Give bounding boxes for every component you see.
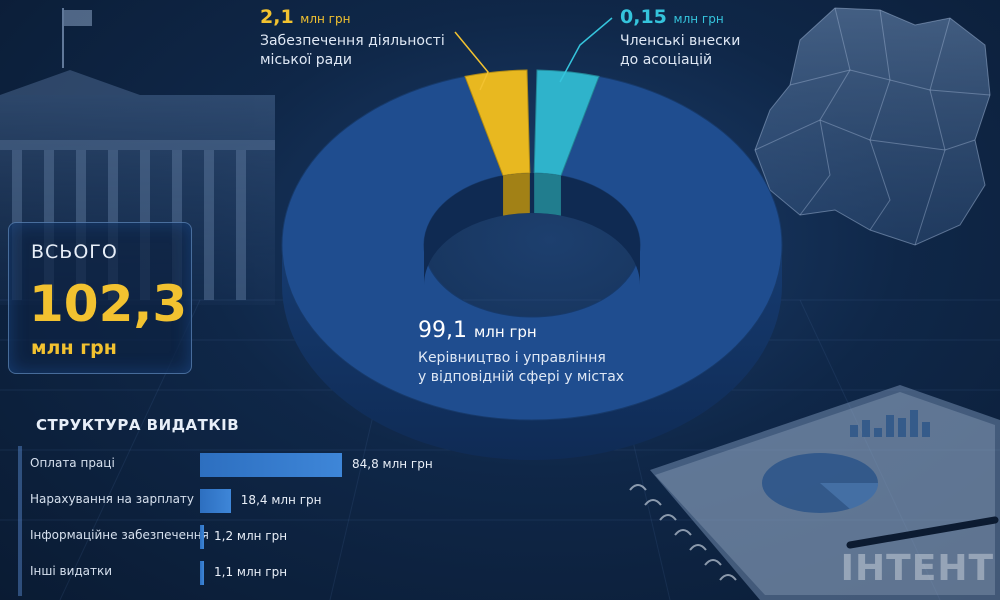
callout-cyan-line-1: Членські внески [620, 33, 741, 49]
main-slice-line-1: Керівництво і управління [418, 350, 606, 366]
leader-line-cyan [559, 17, 613, 83]
callout-yellow-label: Забезпечення діяльності міської ради [260, 32, 445, 70]
callout-yellow-value: 2,1 млн грн [260, 6, 445, 28]
main-slice-line-2: у відповідній сфері у містах [418, 369, 625, 385]
bar [200, 489, 231, 513]
donut-slice-3-inner [534, 173, 561, 216]
bar [200, 453, 342, 477]
donut-slice-1 [281, 75, 783, 421]
total-value: 102,3 [29, 275, 188, 333]
main-slice-number: 99,1 [418, 318, 467, 343]
bar-category-label: Інформаційне забезпечення [30, 528, 209, 542]
bar-row: Нарахування на зарплату 18,4 млн грн [30, 489, 450, 513]
callout-yellow: 2,1 млн грн Забезпечення діяльності місь… [260, 6, 445, 70]
bar-row: Інформаційне забезпечення 1,2 млн грн [30, 525, 450, 549]
bar-value-label: 18,4 млн грн [240, 493, 322, 507]
callout-yellow-number: 2,1 [260, 6, 294, 28]
leader-line-yellow [454, 31, 489, 91]
bar-row: Інші видатки 1,1 млн грн [30, 561, 450, 585]
main-slice-description: Керівництво і управління у відповідній с… [418, 349, 624, 387]
bar-value-label: 84,8 млн грн [352, 457, 433, 471]
total-unit: млн грн [31, 337, 117, 359]
bar [200, 525, 204, 549]
region-map [754, 7, 991, 246]
bar-category-label: Оплата праці [30, 456, 115, 470]
callout-cyan-label: Членські внески до асоціацій [620, 32, 740, 70]
callout-cyan-unit: млн грн [673, 12, 724, 26]
donut-inner-wall [424, 173, 640, 285]
main-slice-label: 99,1 млн грн Керівництво і управління у … [418, 318, 624, 387]
bar-category-label: Інші видатки [30, 564, 113, 578]
bar-category-label: Нарахування на зарплату [30, 492, 195, 506]
callout-yellow-unit: млн грн [300, 12, 351, 26]
structure-title: СТРУКТУРА ВИДАТКІВ [36, 416, 240, 434]
donut-slice-2-inner [503, 173, 530, 216]
report-notebook [629, 385, 1000, 600]
bar [200, 561, 204, 585]
bar-value-label: 1,2 млн грн [214, 529, 288, 543]
donut-outer-wall [282, 245, 782, 460]
total-panel: ВСЬОГО 102,3 млн грн [8, 222, 192, 374]
callout-yellow-line-1: Забезпечення діяльності [260, 33, 445, 49]
callout-cyan-number: 0,15 [620, 6, 667, 28]
donut-chart [281, 69, 783, 460]
structure-accent-line [18, 446, 22, 596]
bar-value-label: 1,1 млн грн [214, 565, 288, 579]
main-slice-value: 99,1 млн грн [418, 318, 624, 343]
callout-cyan-value: 0,15 млн грн [620, 6, 740, 28]
total-label: ВСЬОГО [31, 241, 118, 263]
callout-cyan: 0,15 млн грн Членські внески до асоціаці… [620, 6, 740, 70]
bar-row: Оплата праці 84,8 млн грн [30, 453, 450, 477]
main-slice-unit: млн грн [473, 323, 537, 341]
callout-yellow-line-2: міської ради [260, 52, 353, 68]
watermark-logo: ІНТЕНТ [840, 548, 994, 589]
callout-cyan-line-2: до асоціацій [620, 52, 713, 68]
